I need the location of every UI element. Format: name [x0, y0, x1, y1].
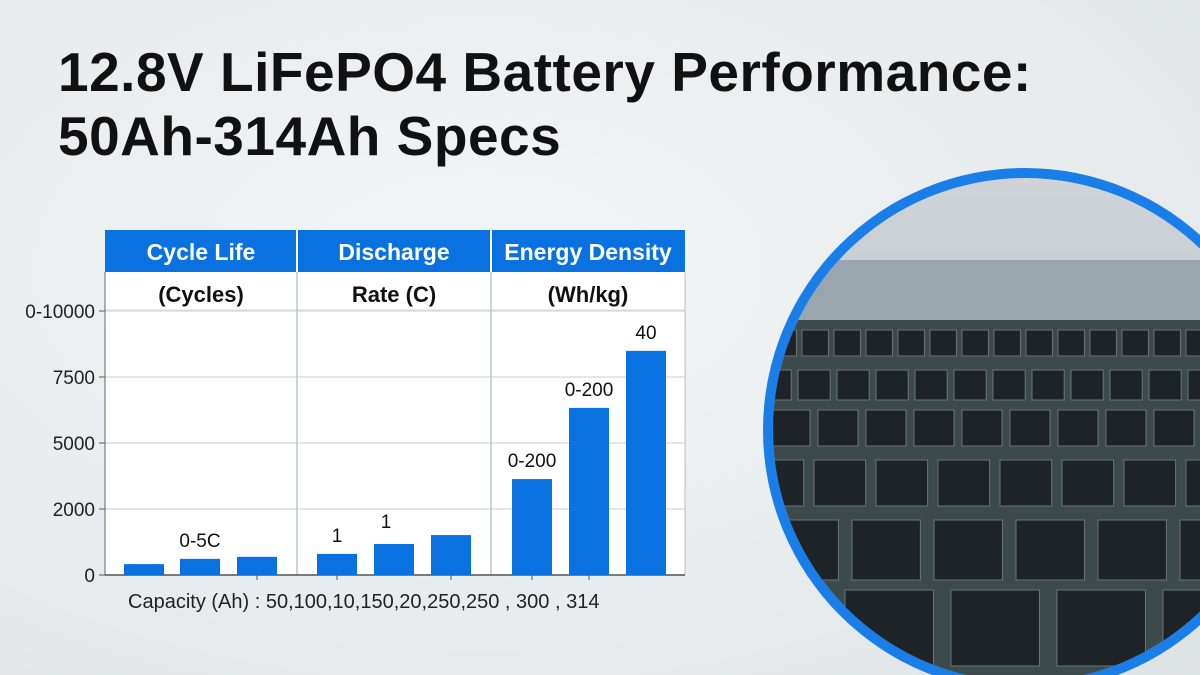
header-cell [491, 230, 685, 272]
y-tick-label: 2000 [53, 500, 95, 521]
battery-shape [953, 369, 987, 401]
battery-shape [1015, 519, 1085, 581]
x-axis-label: Capacity (Ah) : 50,100,10,150,20,250,250… [128, 591, 599, 613]
battery-shape [913, 409, 955, 447]
bar-label: 0-200 [565, 380, 614, 401]
battery-shape [833, 329, 861, 357]
battery-shape [993, 329, 1021, 357]
bar [374, 543, 414, 575]
header-subtitle: Rate (C) [352, 282, 436, 307]
y-tick-label: 0 [84, 566, 95, 587]
battery-shape [875, 369, 909, 401]
bar-label: 0-200 [508, 451, 557, 472]
battery-shape [1009, 409, 1051, 447]
battery-shape [961, 409, 1003, 447]
battery-shape [1105, 409, 1147, 447]
battery-shape [773, 589, 828, 667]
bar [124, 564, 164, 575]
battery-shape [1121, 329, 1149, 357]
bar-label: 0-5C [179, 531, 220, 552]
battery-shape [1153, 329, 1181, 357]
bar [626, 350, 666, 575]
header-title: Energy Density [504, 239, 672, 265]
battery-shape [1123, 459, 1177, 507]
battery-shape [1185, 329, 1200, 357]
page-title: 12.8V LiFePO4 Battery Performance: 50Ah-3… [58, 40, 1032, 168]
bar-label: 1 [332, 526, 343, 547]
battery-shape [1031, 369, 1065, 401]
battery-shape [950, 589, 1040, 667]
battery-shape [937, 459, 991, 507]
bar-chart: 0 2000 5000 7500 0-10000 Cycle Life (Cycles) Di… [25, 230, 686, 613]
battery-shape [865, 329, 893, 357]
battery-shape [897, 329, 925, 357]
bar [512, 479, 552, 575]
battery-shape [1179, 519, 1200, 581]
battery-shape [813, 459, 867, 507]
y-tick-label: 0-10000 [25, 302, 95, 323]
battery-shape [1148, 369, 1182, 401]
battery-shape [1089, 329, 1117, 357]
bar [569, 407, 609, 575]
battery-shape [817, 409, 859, 447]
battery-shape [773, 409, 811, 447]
battery-shape [875, 459, 929, 507]
bar-label: 40 [635, 323, 656, 344]
title-line-2: 50Ah-314Ah Specs [58, 105, 562, 167]
battery-shape [961, 329, 989, 357]
bar [431, 535, 471, 575]
battery-shape [1057, 409, 1099, 447]
title-line-1: 12.8V LiFePO4 Battery Performance: [58, 41, 1032, 103]
battery-shape [865, 409, 907, 447]
header-cell [297, 230, 491, 272]
battery-shape [1056, 589, 1146, 667]
battery-shape [914, 369, 948, 401]
header-title: Cycle Life [147, 239, 256, 265]
y-tick-label: 5000 [53, 434, 95, 455]
y-tick-label: 7500 [53, 368, 95, 389]
battery-shape [1057, 329, 1085, 357]
battery-shape [929, 329, 957, 357]
battery-shape [1153, 409, 1195, 447]
battery-shape [1185, 459, 1200, 507]
bar-label: 1 [381, 512, 392, 533]
battery-shape [797, 369, 831, 401]
header-subtitle: (Cycles) [158, 282, 244, 307]
battery-shape [1097, 519, 1167, 581]
bar [317, 553, 357, 575]
battery-shape [992, 369, 1026, 401]
header-cell [105, 230, 297, 272]
battery-shape [933, 519, 1003, 581]
bar [237, 556, 277, 575]
battery-shape [1025, 329, 1053, 357]
header-title: Discharge [338, 239, 449, 265]
battery-shape [999, 459, 1053, 507]
battery-shape [1187, 369, 1200, 401]
bar [180, 558, 220, 575]
battery-shape [1070, 369, 1104, 401]
header-subtitle: (Wh/kg) [548, 282, 629, 307]
battery-shape [1109, 369, 1143, 401]
battery-shape [1061, 459, 1115, 507]
battery-shape [851, 519, 921, 581]
battery-shape [801, 329, 829, 357]
battery-shape [836, 369, 870, 401]
